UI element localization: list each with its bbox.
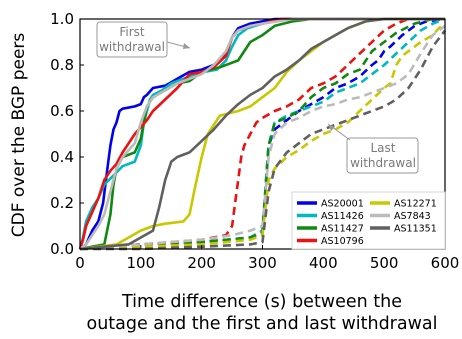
x-tick-label: 0 <box>75 254 85 272</box>
series-as10796-last-line <box>79 17 445 251</box>
x-tick-label: 600 <box>431 254 460 272</box>
legend-label: AS20001 <box>321 199 364 210</box>
x-tick-label: 400 <box>309 254 338 272</box>
annotation-first-line1: First <box>119 25 145 39</box>
annotation-first-line2: withdrawal <box>99 40 165 54</box>
legend-label: AS12271 <box>394 199 437 210</box>
y-tick-label: 0.4 <box>50 148 74 166</box>
series-as12271-last-line <box>79 22 446 251</box>
legend-label: AS11351 <box>394 224 437 235</box>
annotation-last-box <box>346 137 419 174</box>
annotation-last-withdrawal: Last withdrawal <box>327 123 419 174</box>
series-as7843-first-line <box>79 17 445 251</box>
legend-label: AS7843 <box>394 211 431 222</box>
x-tick-label: 100 <box>127 254 156 272</box>
y-tick-label: 0.0 <box>50 240 74 258</box>
annotation-last-line2: withdrawal <box>350 156 416 170</box>
legend-label: AS11426 <box>321 211 364 222</box>
legend-label: AS10796 <box>321 236 364 247</box>
x-axis-label-line1: Time difference (s) between the <box>121 292 402 312</box>
y-axis-label: CDF over the BGP peers <box>9 33 29 238</box>
y-tick-label: 1.0 <box>50 10 74 28</box>
annotation-last-line1: Last <box>371 141 396 155</box>
y-tick-label: 0.8 <box>50 56 74 74</box>
y-tick-label: 0.6 <box>50 102 74 120</box>
x-tick-label: 500 <box>370 254 399 272</box>
series-as11351-last-line <box>80 29 447 251</box>
y-tick-label: 0.2 <box>50 194 74 212</box>
series-as7843-last-line <box>79 24 446 251</box>
annotation-first-box <box>96 21 168 58</box>
x-tick-label: 200 <box>187 254 216 272</box>
annotation-last-arrowhead <box>328 124 335 131</box>
legend-box <box>291 191 446 250</box>
annotation-first-withdrawal: First withdrawal <box>96 21 191 58</box>
x-axis-label-line2: outage and the first and last withdrawal <box>86 314 437 334</box>
series-lines <box>78 17 447 251</box>
y-axis: 0.0 0.2 0.4 0.6 0.8 1.0 <box>50 10 84 258</box>
annotation-first-arrowhead <box>183 43 190 49</box>
x-tick-label: 300 <box>248 254 277 272</box>
series-as20001-last-line <box>79 17 446 251</box>
series-as11351-first-line <box>79 17 445 251</box>
legend-label: AS11427 <box>321 224 364 235</box>
x-axis: 0 100 200 300 400 500 600 <box>75 245 459 272</box>
